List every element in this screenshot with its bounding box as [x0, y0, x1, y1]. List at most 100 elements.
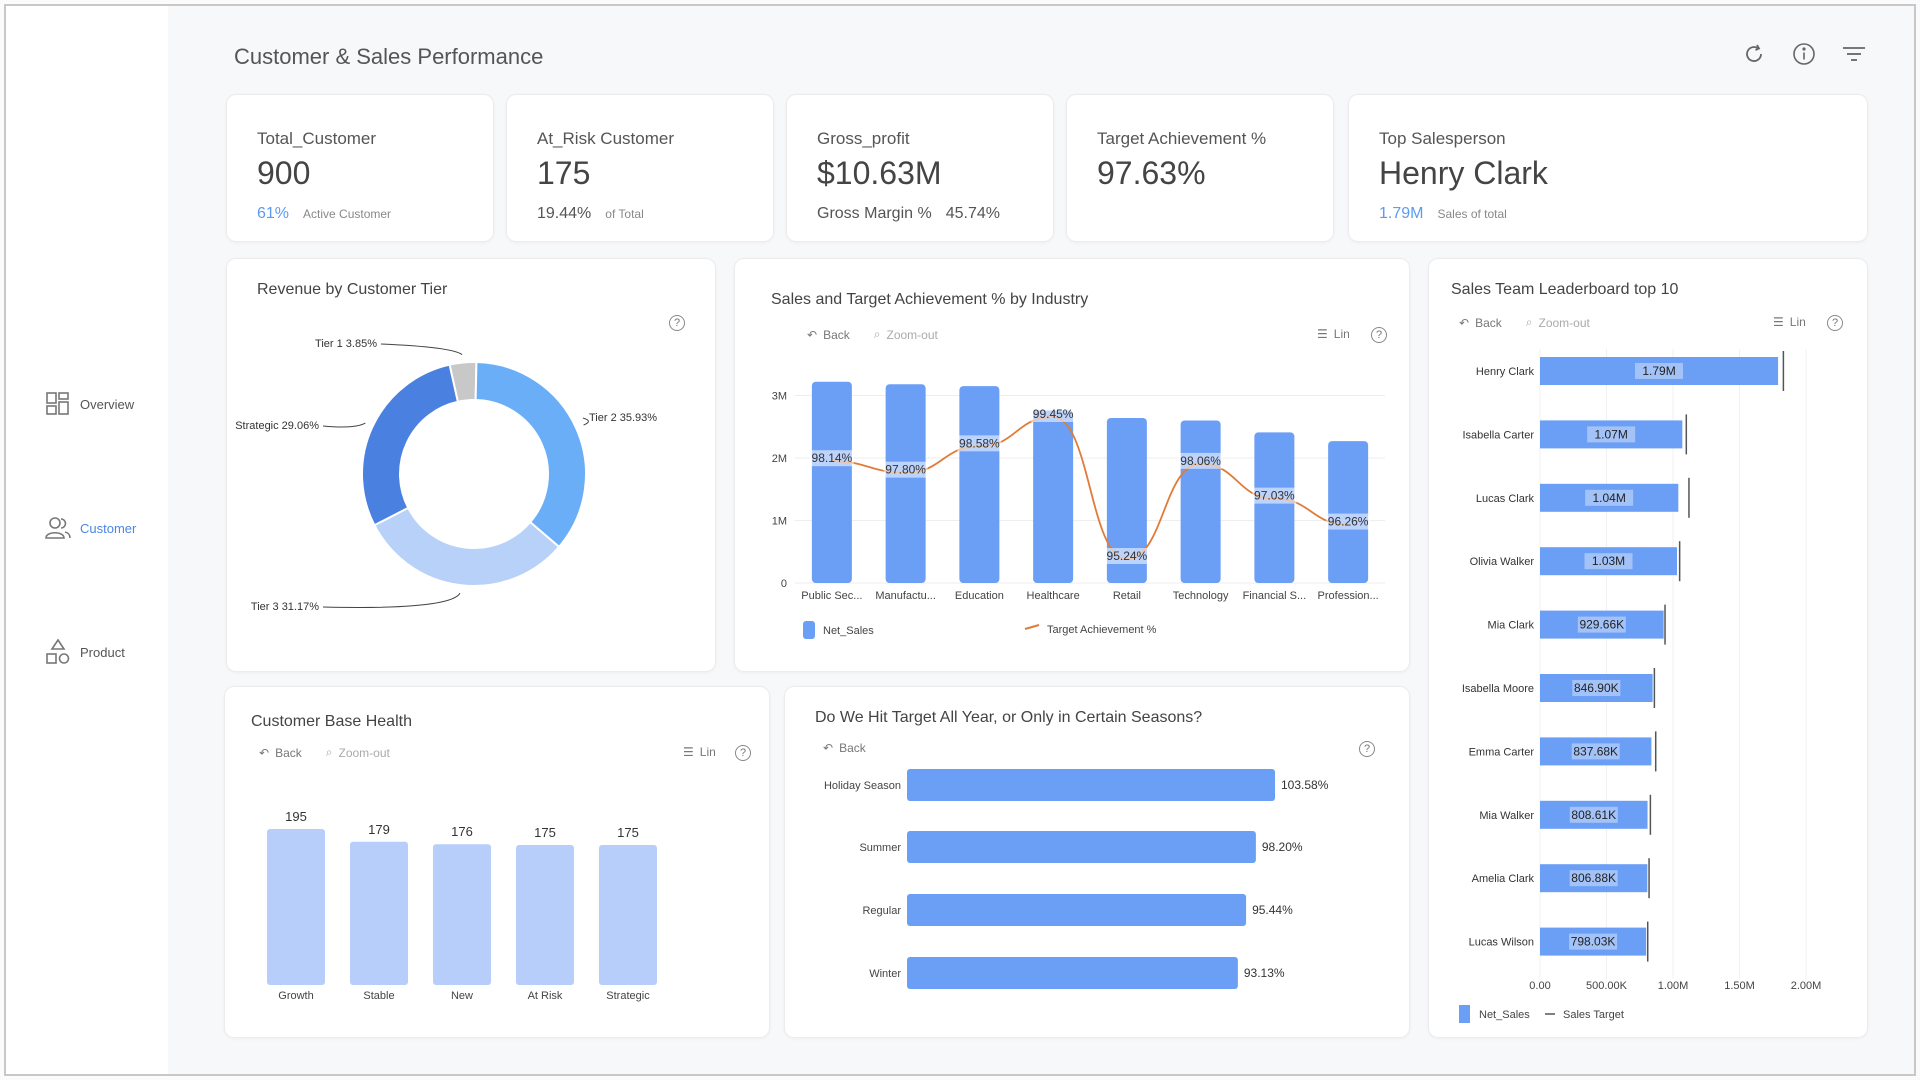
chart-toolbar: ↶ Back ⌕ Zoom-out — [1459, 315, 1590, 330]
customer-health-chart: 195 Growth 179 Stable 176 New 175 At Risk 175 Str… — [267, 809, 657, 1002]
back-icon[interactable]: ↶ — [1459, 315, 1470, 330]
leaderboard-chart: 0.00 500.00K 1.00M 1.50M 2.00M Henry Clark 1.7… — [1459, 349, 1821, 1023]
bar-net-sales — [1033, 410, 1074, 583]
data-label-bg — [1252, 487, 1297, 504]
data-label-bg — [1584, 553, 1633, 570]
help-icon[interactable]: ? — [1359, 741, 1375, 757]
data-label-bg — [1569, 933, 1618, 950]
filter-icon[interactable] — [1840, 40, 1868, 68]
x-tick-label: Financial S... — [1243, 590, 1307, 602]
lin-button[interactable]: Lin — [699, 745, 716, 759]
y-tick-label: Lucas Clark — [1476, 493, 1535, 505]
revenue-tier-card: Revenue by Customer Tier ? Tier 1 3.85% T… — [226, 258, 716, 672]
data-label: 96.26% — [1328, 515, 1369, 529]
data-label-bg — [1569, 806, 1618, 823]
legend-label: Sales Target — [1563, 1009, 1624, 1021]
back-button[interactable]: Back — [839, 741, 866, 755]
x-tick-label: Profession... — [1318, 590, 1379, 602]
data-label-bg — [1326, 513, 1371, 530]
donut-chart: Tier 1 3.85% Tier 2 35.93% Tier 3 31.17% St… — [235, 338, 657, 613]
y-tick-label: 3M — [772, 391, 787, 403]
legend-swatch-target — [1024, 624, 1040, 630]
x-tick-label: Growth — [278, 990, 313, 1002]
bar-net-sales — [1254, 432, 1295, 583]
back-button[interactable]: Back — [823, 327, 850, 342]
zoom-out-button[interactable]: Zoom-out — [1538, 315, 1590, 330]
data-label: 1.07M — [1594, 427, 1627, 441]
data-label: 846.90K — [1574, 681, 1619, 695]
kpi-target-achievement: Target Achievement % 97.63% — [1066, 94, 1334, 242]
season-chart: Holiday Season 103.58% Summer 98.20% Regular… — [824, 769, 1329, 989]
zoom-out-icon[interactable]: ⌕ — [325, 745, 333, 759]
refresh-icon[interactable] — [1740, 40, 1768, 68]
data-label-bg — [1571, 743, 1620, 760]
data-label-bg — [1178, 452, 1223, 469]
x-tick-label: 0.00 — [1529, 980, 1550, 992]
data-label: 97.03% — [1254, 489, 1295, 503]
sidebar-item-customer[interactable]: Customer — [44, 514, 136, 542]
data-label: 798.03K — [1571, 935, 1616, 949]
back-button[interactable]: Back — [275, 745, 302, 760]
help-icon[interactable]: ? — [735, 745, 751, 761]
zoom-out-button[interactable]: Zoom-out — [338, 745, 390, 760]
bar — [907, 831, 1256, 863]
back-icon[interactable]: ↶ — [259, 745, 270, 760]
sidebar-item-overview[interactable]: Overview — [44, 390, 134, 418]
x-tick-label: Manufactu... — [875, 590, 936, 602]
data-label: 1.79M — [1642, 364, 1675, 378]
data-label-bg — [809, 450, 854, 467]
back-button[interactable]: Back — [1475, 315, 1502, 330]
industry-card: Sales and Target Achievement % by Indust… — [734, 258, 1410, 672]
data-label-bg — [1577, 616, 1626, 633]
data-label: 179 — [368, 822, 390, 837]
list-icon[interactable]: ☰ — [1773, 315, 1784, 329]
y-tick-label: Lucas Wilson — [1469, 937, 1534, 949]
kpi-sub-label: Active Customer — [303, 207, 392, 221]
data-label-bg — [1031, 406, 1076, 422]
sidebar-item-label: Product — [80, 644, 125, 660]
chart-toolbar: ↶ Back ⌕ Zoom-out — [807, 327, 938, 342]
help-icon[interactable]: ? — [669, 315, 685, 331]
list-icon[interactable]: ☰ — [1317, 327, 1328, 341]
y-tick-label: Summer — [859, 842, 901, 854]
sidebar-item-label: Customer — [80, 520, 137, 536]
sidebar-item-product[interactable]: Product — [44, 638, 125, 666]
legend-label: Net_Sales — [1479, 1009, 1530, 1021]
kpi-subtext: 1.79M Sales of total — [1379, 205, 1507, 223]
kpi-label: Gross_profit — [817, 129, 910, 148]
users-icon — [45, 517, 71, 539]
kpi-at-risk-customer: At_Risk Customer 175 19.44% of Total — [506, 94, 774, 242]
kpi-subtext: 61% Active Customer — [257, 205, 391, 223]
back-icon[interactable]: ↶ — [823, 741, 834, 755]
x-tick-label: At Risk — [528, 990, 563, 1002]
help-icon[interactable]: ? — [1827, 315, 1843, 331]
data-label-bg — [957, 435, 1002, 452]
y-tick-label: Regular — [862, 905, 901, 917]
data-label: 99.45% — [1033, 407, 1074, 421]
data-label: 98.20% — [1262, 840, 1303, 854]
data-label: 929.66K — [1579, 618, 1624, 632]
x-tick-label: Retail — [1113, 590, 1141, 602]
zoom-out-icon[interactable]: ⌕ — [1525, 315, 1533, 329]
lin-button[interactable]: Lin — [1789, 315, 1806, 329]
y-tick-label: Isabella Moore — [1462, 683, 1534, 695]
zoom-out-icon[interactable]: ⌕ — [873, 327, 881, 341]
kpi-sub-label: of Total — [605, 207, 644, 221]
data-label-bg — [1635, 363, 1684, 379]
shapes-icon — [46, 638, 70, 664]
help-icon[interactable]: ? — [1371, 327, 1387, 343]
leader-line — [582, 417, 589, 426]
zoom-out-button[interactable]: Zoom-out — [886, 327, 938, 342]
bar-net-sales — [811, 381, 852, 583]
y-tick-label: Mia Walker — [1479, 810, 1534, 822]
back-icon[interactable]: ↶ — [807, 327, 818, 342]
y-tick-label: 1M — [772, 516, 787, 528]
page-title: Customer & Sales Performance — [234, 44, 544, 69]
bar — [907, 769, 1275, 801]
list-icon[interactable]: ☰ — [683, 745, 694, 759]
bar-net-sales — [1180, 420, 1221, 583]
info-icon[interactable] — [1790, 40, 1818, 68]
data-label: 195 — [285, 809, 307, 824]
x-tick-label: Strategic — [606, 990, 650, 1002]
lin-button[interactable]: Lin — [1333, 327, 1350, 341]
